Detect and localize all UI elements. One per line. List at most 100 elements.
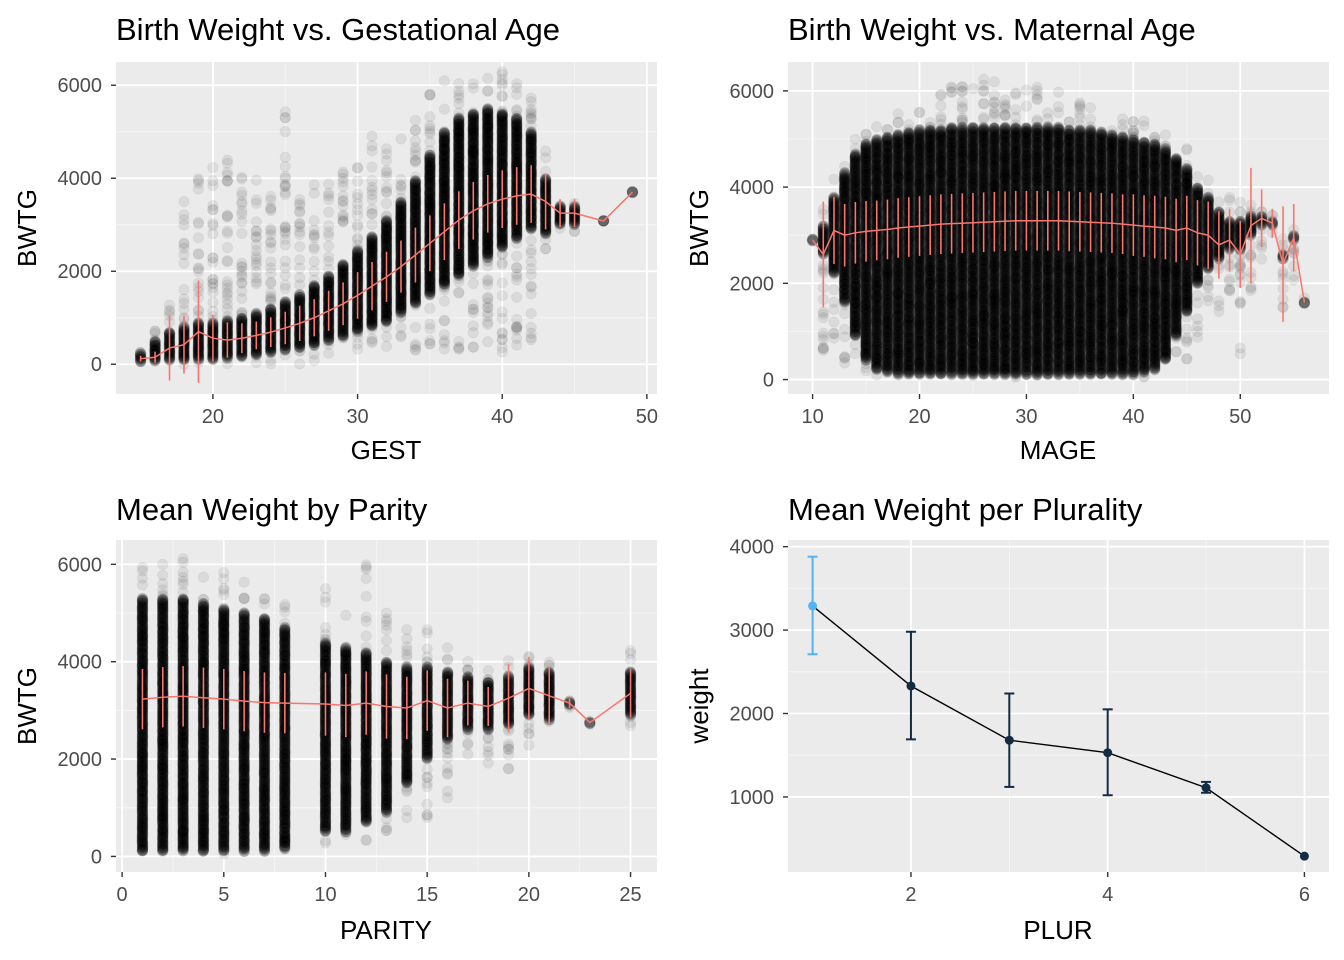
data-point <box>149 336 161 349</box>
data-point <box>366 313 378 326</box>
data-point <box>178 219 190 231</box>
data-point <box>294 205 306 217</box>
data-point <box>149 336 161 348</box>
data-point <box>323 240 335 252</box>
data-point <box>250 194 262 206</box>
data-point <box>366 193 378 205</box>
data-point <box>395 133 407 145</box>
data-point <box>265 256 277 268</box>
data-point <box>149 334 161 346</box>
data-point <box>308 215 320 227</box>
data-point <box>149 339 161 351</box>
data-point <box>250 231 262 243</box>
data-point <box>178 196 190 208</box>
data-point <box>380 198 393 210</box>
data-point <box>351 209 364 221</box>
data-point <box>279 233 291 245</box>
data-point <box>192 173 205 185</box>
y-tick-label: 6000 <box>58 75 103 97</box>
data-point <box>323 251 335 263</box>
data-point <box>294 228 306 240</box>
data-point <box>178 303 190 316</box>
data-point <box>207 204 219 216</box>
data-point <box>337 216 349 228</box>
data-point <box>337 200 349 212</box>
data-point <box>395 180 407 193</box>
data-point <box>236 277 248 289</box>
data-point <box>279 111 291 124</box>
data-point <box>308 243 320 255</box>
data-point <box>409 114 422 126</box>
data-point <box>250 216 262 228</box>
data-point <box>207 161 219 174</box>
data-point <box>351 221 364 234</box>
data-point <box>366 130 378 142</box>
data-point <box>149 339 161 351</box>
data-point <box>178 293 190 305</box>
data-point <box>380 230 393 242</box>
data-point <box>424 171 436 184</box>
data-point <box>308 348 320 360</box>
data-point <box>236 215 248 228</box>
data-point <box>279 161 291 173</box>
data-point <box>323 178 335 190</box>
data-point <box>192 232 205 244</box>
data-point <box>424 125 436 138</box>
data-layer <box>134 66 639 383</box>
data-point <box>294 358 306 370</box>
data-point <box>279 126 291 138</box>
data-point <box>380 308 393 320</box>
data-point <box>149 336 161 348</box>
data-point <box>149 340 161 352</box>
data-point <box>308 265 320 277</box>
data-point <box>149 338 161 351</box>
data-point <box>424 197 436 209</box>
y-tick-label: 4000 <box>58 168 103 190</box>
data-point <box>380 165 393 177</box>
data-point <box>149 325 161 337</box>
data-point <box>149 325 161 338</box>
data-point <box>221 298 233 310</box>
data-point <box>409 344 422 356</box>
data-point <box>250 350 262 362</box>
data-point <box>207 228 219 240</box>
data-point <box>149 339 161 351</box>
y-axis-label: BWTG <box>12 189 42 267</box>
y-tick-label: 0 <box>91 354 102 376</box>
data-point <box>323 230 335 242</box>
data-point <box>265 276 277 288</box>
panel-background <box>116 62 657 394</box>
data-point <box>149 339 161 351</box>
data-point <box>149 335 161 347</box>
data-point <box>265 190 277 203</box>
data-point <box>250 276 262 288</box>
x-tick-label: 40 <box>491 406 513 428</box>
data-point <box>163 299 176 311</box>
data-point <box>409 154 422 167</box>
data-point <box>178 284 190 296</box>
data-point <box>409 124 422 137</box>
data-point <box>366 246 378 259</box>
data-point <box>395 299 407 311</box>
data-point <box>221 154 233 166</box>
data-point <box>308 255 320 268</box>
data-point <box>351 188 364 200</box>
data-point <box>178 238 190 250</box>
data-point <box>380 154 393 167</box>
data-point <box>207 256 219 268</box>
data-point <box>279 189 291 201</box>
data-point <box>294 272 306 284</box>
data-point <box>409 171 422 183</box>
data-point <box>279 151 291 163</box>
data-point <box>424 136 436 148</box>
data-point <box>221 256 233 268</box>
data-point <box>149 335 161 348</box>
data-point <box>424 318 436 330</box>
data-point <box>149 339 161 351</box>
data-point <box>380 210 393 222</box>
data-point <box>236 173 248 185</box>
data-point <box>380 321 393 333</box>
data-point <box>221 227 233 239</box>
data-point <box>236 227 248 240</box>
data-point <box>380 143 393 155</box>
